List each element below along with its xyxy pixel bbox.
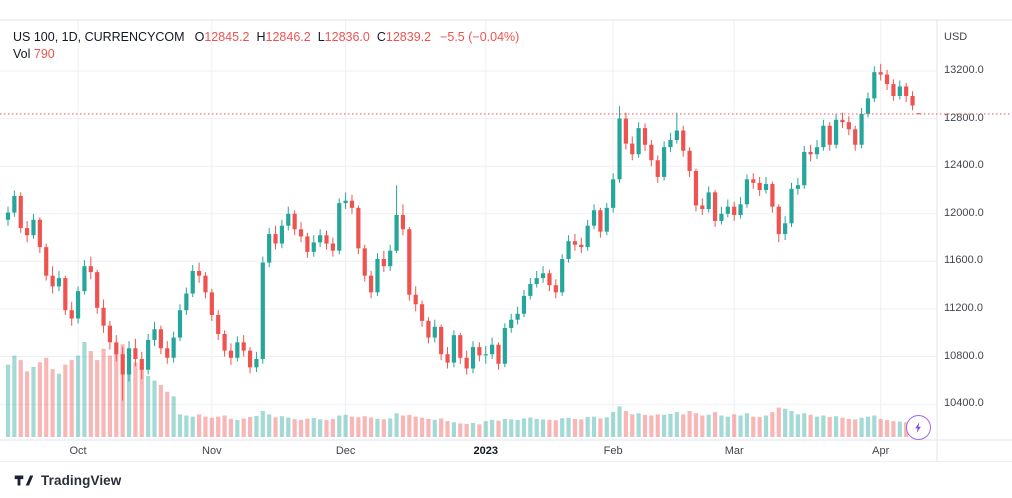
- change-value: −5.5 (−0.04%): [440, 30, 520, 44]
- legend-ohlc-row: US 100, 1D, CURRENCYCOM O12845.2 H12846.…: [13, 29, 519, 46]
- close-label: C: [376, 30, 386, 44]
- legend-volume-row: Vol 790: [13, 46, 519, 63]
- time-axis[interactable]: Oct Nov Dec 2023 Feb Mar Apr: [0, 440, 937, 462]
- price-axis-label: 10800.0: [944, 349, 984, 362]
- footer: TradingView: [0, 462, 1012, 498]
- high-value: 12846.2: [265, 30, 311, 44]
- time-axis-label: Feb: [603, 445, 623, 457]
- price-axis-label: 13200.0: [944, 64, 984, 76]
- high-group: H12846.2: [257, 29, 311, 46]
- low-value: 12836.0: [324, 30, 370, 44]
- low-label: L: [317, 30, 325, 44]
- price-axis-label: 11600.0: [944, 254, 983, 267]
- quick-trade-button[interactable]: [906, 415, 931, 440]
- open-value: 12845.2: [204, 30, 250, 44]
- high-label: H: [256, 30, 266, 44]
- price-axis-label: 11200.0: [944, 302, 983, 314]
- time-axis-label: Mar: [724, 445, 744, 457]
- volume-value: 790: [33, 47, 55, 61]
- price-axis-label: 12400.0: [944, 159, 984, 172]
- tradingview-wordmark: TradingView: [41, 472, 122, 488]
- symbol-title[interactable]: US 100, 1D, CURRENCYCOM: [13, 30, 185, 44]
- price-axis-label: 12000.0: [944, 206, 984, 219]
- price-axis-label: 10400.0: [944, 397, 984, 410]
- time-axis-label: Oct: [69, 445, 87, 457]
- open-group: O12845.2: [195, 29, 250, 46]
- close-value: 12839.2: [385, 30, 432, 44]
- chart-legend[interactable]: US 100, 1D, CURRENCYCOM O12845.2 H12846.…: [13, 29, 519, 63]
- time-axis-label: Nov: [202, 445, 222, 457]
- tradingview-link[interactable]: TradingView: [14, 473, 121, 488]
- low-group: L12836.0: [318, 29, 370, 46]
- price-axis-currency: USD: [944, 31, 968, 43]
- close-group: C12839.2: [377, 29, 431, 46]
- time-axis-label: 2023: [473, 445, 498, 457]
- price-axis-label: 12800.0: [944, 111, 984, 124]
- time-axis-label: Apr: [872, 445, 890, 457]
- volume-label: Vol: [13, 47, 31, 61]
- lightning-icon: [915, 422, 921, 433]
- tradingview-logo-icon: [14, 475, 34, 485]
- price-axis[interactable]: USD 13200.0 12800.0 12400.0 12000.0 11600.0 1…: [937, 20, 1012, 462]
- open-label: O: [194, 30, 205, 44]
- time-axis-label: Dec: [335, 445, 356, 457]
